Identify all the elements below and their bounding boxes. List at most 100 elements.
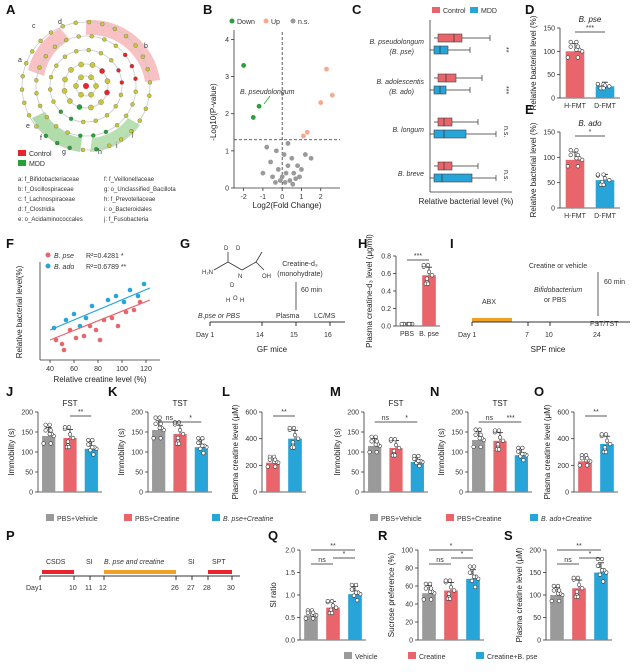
bar bbox=[572, 588, 586, 640]
clade-node bbox=[133, 89, 138, 94]
legend-label-b-ado: B. ado bbox=[54, 264, 74, 271]
data-point bbox=[158, 421, 163, 426]
data-point bbox=[575, 152, 580, 158]
data-point bbox=[602, 445, 608, 450]
label-day: 10 bbox=[545, 332, 553, 339]
legend-swatch-control bbox=[18, 150, 26, 156]
y-tick-label: 4 bbox=[225, 37, 229, 44]
box bbox=[437, 161, 453, 171]
point-b-ado bbox=[127, 287, 133, 293]
panel-letter-e: E bbox=[525, 102, 534, 117]
label-si: SI bbox=[188, 559, 195, 566]
clade-node bbox=[118, 137, 124, 142]
legend-marker-down bbox=[229, 18, 235, 24]
clade-node bbox=[61, 88, 68, 94]
y-tick-label: 60 bbox=[405, 584, 413, 591]
data-point bbox=[86, 438, 91, 443]
data-point bbox=[520, 445, 525, 450]
data-point bbox=[595, 172, 600, 177]
data-point bbox=[516, 449, 521, 454]
bar bbox=[595, 86, 615, 98]
y-tick-label: 100 bbox=[543, 155, 555, 162]
label-day: 15 bbox=[290, 332, 298, 339]
point-up bbox=[329, 92, 335, 98]
data-point bbox=[88, 448, 93, 453]
data-point bbox=[66, 425, 72, 430]
data-point bbox=[428, 586, 434, 591]
x-tick-label: D-FMT bbox=[594, 103, 616, 110]
row3-bar-charts: 0.00.51.01.52.0SI rations***020406080100… bbox=[269, 543, 612, 645]
data-point bbox=[574, 148, 579, 153]
point-ns bbox=[285, 163, 291, 169]
data-point bbox=[374, 450, 379, 455]
chart-title: FST bbox=[388, 399, 403, 408]
point-ns bbox=[274, 148, 279, 154]
label-fst-tst: FST/TST bbox=[590, 321, 619, 328]
data-point bbox=[158, 436, 163, 441]
clade-node bbox=[113, 104, 118, 109]
data-point bbox=[425, 263, 431, 268]
y-tick-label: 200 bbox=[557, 463, 569, 470]
y-axis-title: Plasma creatine level (μM) bbox=[231, 404, 240, 499]
label-treatment: B. pse and creatine bbox=[104, 559, 164, 566]
bar bbox=[422, 593, 436, 640]
data-point bbox=[471, 574, 477, 579]
data-point bbox=[43, 428, 48, 433]
label-gf-mice: GF mice bbox=[257, 345, 288, 354]
panel-letter-m: M bbox=[330, 384, 341, 399]
point-up bbox=[318, 100, 324, 105]
bar-chart-b-ado: 0 50 100 150 Relative bacterial level (%) B. … bbox=[529, 119, 620, 220]
clade-node bbox=[133, 76, 138, 81]
y-axis-title: Immobility (s) bbox=[333, 428, 342, 476]
clade-letter-j: j bbox=[131, 131, 134, 138]
data-point bbox=[599, 568, 605, 573]
label-csds: CSDS bbox=[46, 559, 66, 566]
bar bbox=[514, 455, 528, 492]
bar bbox=[348, 594, 362, 640]
label-lcms: LC/MS bbox=[314, 313, 336, 320]
data-point bbox=[603, 449, 609, 455]
clade-node bbox=[65, 130, 70, 135]
y-tick-label: 0 bbox=[551, 96, 555, 103]
bar bbox=[466, 578, 480, 640]
clade-node bbox=[89, 34, 94, 39]
panel-letter-n: N bbox=[430, 384, 439, 399]
point-ns bbox=[277, 178, 283, 183]
data-point bbox=[157, 415, 162, 420]
point-b-pse bbox=[109, 315, 115, 321]
point-ns bbox=[291, 170, 297, 176]
data-point bbox=[597, 572, 603, 577]
point-b-ado bbox=[113, 293, 119, 299]
data-point bbox=[86, 442, 91, 447]
bar bbox=[565, 51, 585, 98]
group-sublabel: (B. ado) bbox=[389, 89, 414, 96]
y-tick-label: 200 bbox=[131, 410, 143, 417]
clade-node bbox=[44, 114, 49, 120]
legend-label: PBS+Creatine bbox=[135, 516, 180, 523]
point-b-pse bbox=[93, 327, 99, 333]
data-point bbox=[584, 463, 590, 468]
data-point bbox=[604, 438, 610, 443]
data-point bbox=[467, 570, 472, 575]
bar bbox=[304, 615, 318, 640]
data-point bbox=[176, 420, 182, 425]
clade-node bbox=[124, 113, 129, 118]
x-tick-label: 1 bbox=[300, 194, 304, 201]
data-point bbox=[496, 447, 502, 452]
clade-node bbox=[143, 106, 148, 111]
y-tick-label: 80 bbox=[405, 566, 413, 573]
data-point bbox=[477, 436, 482, 441]
group-sublabel: (B. pse) bbox=[389, 49, 414, 56]
sig-marker: * bbox=[461, 551, 464, 558]
data-point bbox=[423, 581, 428, 586]
clade-root bbox=[83, 83, 89, 89]
point-ns bbox=[273, 180, 278, 185]
clade-letter-f: f bbox=[40, 135, 42, 142]
data-point bbox=[392, 437, 398, 442]
data-point bbox=[291, 425, 297, 431]
point-down bbox=[250, 115, 256, 120]
data-point bbox=[555, 583, 561, 589]
legend-row3: Vehicle Creatine Creatine+B. pse bbox=[344, 652, 537, 661]
y-axis-title: Immobility (s) bbox=[117, 428, 126, 476]
sig-marker: ** bbox=[78, 409, 84, 416]
